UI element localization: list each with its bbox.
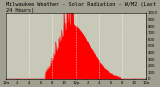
Text: Milwaukee Weather - Solar Radiation - W/M2 (Last 24 Hours): Milwaukee Weather - Solar Radiation - W/…	[6, 2, 156, 13]
